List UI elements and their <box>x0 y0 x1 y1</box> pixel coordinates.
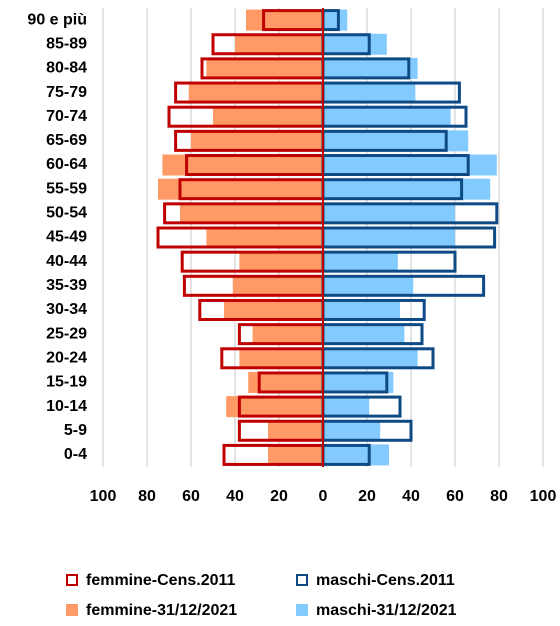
bar <box>323 9 348 31</box>
bar <box>158 178 323 200</box>
y-tick-label: 5-9 <box>64 422 87 439</box>
x-tick-label: 40 <box>226 488 244 505</box>
x-tick-label: 80 <box>490 488 508 505</box>
y-tick-label: 50-54 <box>46 205 87 222</box>
y-tick-label: 70-74 <box>46 108 87 125</box>
bar <box>323 178 491 200</box>
x-tick-label: 20 <box>270 488 288 505</box>
bar <box>323 82 416 104</box>
y-tick-label: 90 e più <box>27 11 87 28</box>
x-tick-label: 100 <box>90 488 117 505</box>
bar <box>188 82 323 104</box>
bar <box>162 154 323 176</box>
bar <box>323 251 398 273</box>
bar <box>180 202 323 224</box>
bar <box>239 347 323 369</box>
x-tick-label: 0 <box>319 488 328 505</box>
bar <box>268 444 323 466</box>
y-tick-label: 85-89 <box>46 35 87 52</box>
bar <box>268 420 323 442</box>
legend-label: femmine-31/12/2021 <box>86 602 237 619</box>
y-tick-label: 65-69 <box>46 132 87 149</box>
bar <box>252 323 323 345</box>
bar <box>224 299 323 321</box>
legend-swatch <box>66 574 78 586</box>
y-tick-label: 35-39 <box>46 277 87 294</box>
bar <box>323 106 451 128</box>
y-tick-label: 10-14 <box>46 398 87 415</box>
bar <box>323 396 370 418</box>
y-tick-label: 40-44 <box>46 253 87 270</box>
y-tick-label: 15-19 <box>46 374 87 391</box>
bar <box>323 299 400 321</box>
bar <box>323 202 455 224</box>
y-tick-label: 55-59 <box>46 180 87 197</box>
x-tick-label: 60 <box>182 488 200 505</box>
bar <box>323 154 497 176</box>
legend-label: maschi-31/12/2021 <box>316 602 457 619</box>
bar <box>323 33 387 55</box>
bar <box>323 444 389 466</box>
bar <box>323 347 418 369</box>
legend-swatch <box>296 604 308 616</box>
x-tick-label: 40 <box>402 488 420 505</box>
bar <box>206 57 323 79</box>
bar <box>323 371 394 393</box>
y-tick-label: 30-34 <box>46 301 87 318</box>
bar <box>232 275 323 297</box>
x-tick-label: 100 <box>530 488 557 505</box>
legend-swatch <box>66 604 78 616</box>
y-tick-label: 60-64 <box>46 156 87 173</box>
x-tick-label: 60 <box>446 488 464 505</box>
x-tick-label: 80 <box>138 488 156 505</box>
bar <box>191 130 323 152</box>
y-tick-label: 75-79 <box>46 84 87 101</box>
bar <box>248 371 323 393</box>
x-tick-label: 20 <box>358 488 376 505</box>
y-tick-label: 0-4 <box>64 446 87 463</box>
legend-swatch <box>296 574 308 586</box>
y-tick-label: 25-29 <box>46 325 87 342</box>
bar <box>323 227 455 248</box>
bar <box>323 420 381 442</box>
bar <box>226 396 323 418</box>
y-tick-label: 80-84 <box>46 60 87 77</box>
bar <box>213 106 323 128</box>
y-tick-label: 45-49 <box>46 229 87 246</box>
bar <box>323 130 469 152</box>
bar <box>323 323 405 345</box>
bar <box>239 251 323 273</box>
legend-label: maschi-Cens.2011 <box>316 572 455 589</box>
bar <box>323 275 414 297</box>
legend-label: femmine-Cens.2011 <box>86 572 236 589</box>
bar <box>323 57 418 79</box>
bar <box>246 9 323 31</box>
bar <box>206 227 323 248</box>
y-tick-label: 20-24 <box>46 350 87 367</box>
bar <box>235 33 323 55</box>
